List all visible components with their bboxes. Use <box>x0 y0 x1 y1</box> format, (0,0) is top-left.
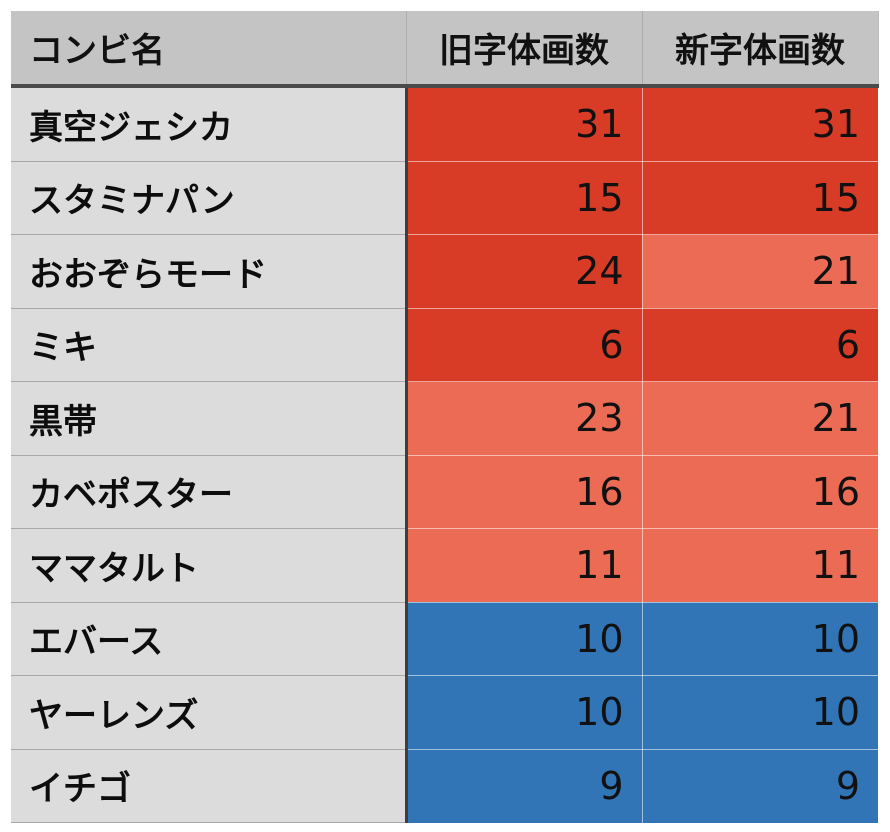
table-row: エバース 10 10 <box>11 602 878 676</box>
new-count-cell: 21 <box>642 381 878 456</box>
old-count-cell: 10 <box>406 675 643 750</box>
combi-name-cell: 真空ジェシカ <box>11 86 408 162</box>
old-count-cell: 23 <box>406 381 643 456</box>
combi-name-cell: ママタルト <box>11 528 408 603</box>
new-count-cell: 15 <box>642 161 878 235</box>
old-count-cell: 10 <box>406 602 643 676</box>
table-row: 黒帯 23 21 <box>11 381 878 456</box>
combi-name-cell: スタミナパン <box>11 161 408 235</box>
table-row: ヤーレンズ 10 10 <box>11 675 878 750</box>
table-row: スタミナパン 15 15 <box>11 161 878 235</box>
new-count-cell: 31 <box>642 86 878 162</box>
new-count-cell: 16 <box>642 455 878 529</box>
table-row: カベポスター 16 16 <box>11 455 878 529</box>
combi-name-cell: イチゴ <box>11 749 408 823</box>
header-old-stroke-count: 旧字体画数 <box>406 11 643 88</box>
old-count-cell: 16 <box>406 455 643 529</box>
old-count-cell: 24 <box>406 234 643 309</box>
old-count-cell: 11 <box>406 528 643 603</box>
old-count-cell: 6 <box>406 308 643 382</box>
new-count-cell: 21 <box>642 234 878 309</box>
combi-name-cell: 黒帯 <box>11 381 408 456</box>
combi-name-cell: ヤーレンズ <box>11 675 408 750</box>
table-row: ミキ 6 6 <box>11 308 878 382</box>
table-row: おおぞらモード 24 21 <box>11 234 878 309</box>
new-count-cell: 6 <box>642 308 878 382</box>
header-new-stroke-count: 新字体画数 <box>642 11 879 88</box>
combi-name-cell: カベポスター <box>11 455 408 529</box>
table-row: 真空ジェシカ 31 31 <box>11 86 878 162</box>
header-combi-name: コンビ名 <box>11 11 407 88</box>
new-count-cell: 9 <box>642 749 878 823</box>
new-count-cell: 10 <box>642 675 878 750</box>
header-row: コンビ名 旧字体画数 新字体画数 <box>11 11 879 88</box>
combi-name-cell: ミキ <box>11 308 408 382</box>
combi-name-cell: エバース <box>11 602 408 676</box>
table-row: イチゴ 9 9 <box>11 749 878 823</box>
new-count-cell: 11 <box>642 528 878 603</box>
table-row: ママタルト 11 11 <box>11 528 878 603</box>
combi-name-cell: おおぞらモード <box>11 234 408 309</box>
old-count-cell: 15 <box>406 161 643 235</box>
old-count-cell: 9 <box>406 749 643 823</box>
new-count-cell: 10 <box>642 602 878 676</box>
old-count-cell: 31 <box>406 86 643 162</box>
stroke-count-table: コンビ名 旧字体画数 新字体画数 真空ジェシカ 31 31 スタミナパン 15 … <box>11 11 879 823</box>
